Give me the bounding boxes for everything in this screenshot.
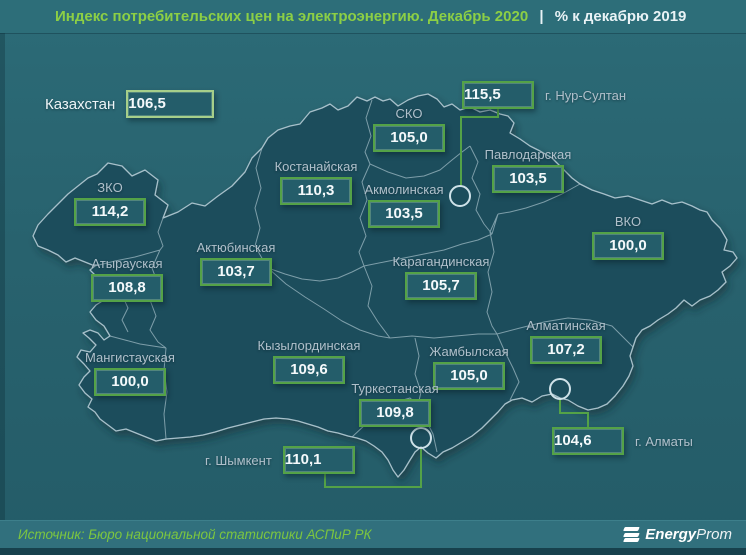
region-value-box: 109,6: [273, 356, 345, 384]
region-value-box: 103,5: [368, 200, 440, 228]
region-value-box: 108,8: [91, 274, 163, 302]
region-value-box: 100,0: [94, 368, 166, 396]
footer-bar: Источник: Бюро национальной статистики А…: [0, 520, 746, 548]
region-label: Актюбинская: [196, 240, 276, 255]
region-label: Кызылординская: [257, 338, 361, 353]
region-label: Карагандинская: [392, 254, 490, 269]
logo-text-bold: Energy: [645, 526, 697, 543]
energyprom-logo-icon: [623, 525, 641, 544]
country-value-box: 106,5: [126, 90, 215, 118]
page-subtitle: % к декабрю 2019: [554, 8, 687, 25]
country-label: Казахстан: [45, 95, 116, 113]
callout-almaty-city: 104,6 г. Алматы: [552, 427, 693, 455]
energyprom-logo-text: EnergyProm: [645, 526, 732, 543]
callout-karaganda: Карагандинская 105,7: [371, 254, 511, 300]
region-label: г. Нур-Султан: [545, 87, 627, 103]
callout-mangystau: Мангистауская 100,0: [60, 350, 200, 396]
region-label: ВКО: [614, 214, 642, 229]
left-edge-shade: [0, 33, 5, 548]
region-value-box: 104,6: [552, 427, 624, 455]
region-label: Костанайская: [274, 159, 358, 174]
callout-shymkent: г. Шымкент 110,1: [205, 446, 355, 474]
callout-nur-sultan: 115,5 г. Нур-Султан: [462, 81, 626, 109]
region-label: Атырауская: [91, 256, 163, 271]
region-label: Акмолинская: [364, 182, 444, 197]
callout-leader-lines: [324, 107, 589, 488]
region-value-box: 105,0: [433, 362, 505, 390]
region-label: ЗКО: [97, 180, 123, 195]
region-value-box: 103,7: [200, 258, 272, 286]
region-value-box: 109,8: [359, 399, 431, 427]
city-marker-almaty: [549, 378, 571, 400]
title-separator: |: [539, 8, 544, 25]
region-label: Жамбылская: [429, 344, 509, 359]
region-label: Павлодарская: [484, 147, 572, 162]
region-value-box: 105,7: [405, 272, 477, 300]
region-value-box: 103,5: [492, 165, 564, 193]
callout-sko: СКО 105,0: [339, 106, 479, 152]
region-value-box: 114,2: [74, 198, 146, 226]
bottom-border-strip: [0, 548, 746, 555]
callout-kyzylorda: Кызылординская 109,6: [239, 338, 379, 384]
energyprom-logo: EnergyProm: [623, 525, 732, 544]
callout-pavlodar: Павлодарская 103,5: [458, 147, 598, 193]
callout-zko: ЗКО 114,2: [40, 180, 180, 226]
callout-kostanay: Костанайская 110,3: [246, 159, 386, 205]
callout-atyrau: Атырауская 108,8: [57, 256, 197, 302]
source-note: Источник: Бюро национальной статистики А…: [18, 527, 372, 542]
region-value-box: 115,5: [462, 81, 534, 109]
title-bar: Индекс потребительских цен на электроэне…: [0, 0, 746, 34]
city-marker-shymkent: [410, 427, 432, 449]
region-label: г. Алматы: [635, 433, 693, 449]
region-value-box: 110,1: [282, 446, 355, 474]
region-label: Мангистауская: [85, 350, 175, 365]
region-label: г. Шымкент: [205, 452, 272, 468]
page-title: Индекс потребительских цен на электроэне…: [55, 8, 529, 25]
region-value-box: 100,0: [592, 232, 664, 260]
callout-zhambyl: Жамбылская 105,0: [399, 344, 539, 390]
city-marker-nur-sultan: [449, 185, 471, 207]
callout-akmola: Акмолинская 103,5: [334, 182, 474, 228]
region-label: Алматинская: [526, 318, 606, 333]
region-value-box: 107,2: [530, 336, 602, 364]
callout-vko: ВКО 100,0: [558, 214, 698, 260]
callout-aktobe: Актюбинская 103,7: [166, 240, 306, 286]
region-value-box: 110,3: [280, 177, 352, 205]
callout-almaty-region: Алматинская 107,2: [496, 318, 636, 364]
region-label: СКО: [395, 106, 423, 121]
logo-text-light: Prom: [696, 526, 732, 543]
region-value-box: 105,0: [373, 124, 445, 152]
callout-turkestan: Туркестанская 109,8: [325, 381, 465, 427]
region-label: Туркестанская: [351, 381, 439, 396]
callout-kazakhstan: Казахстан 106,5: [45, 90, 215, 118]
